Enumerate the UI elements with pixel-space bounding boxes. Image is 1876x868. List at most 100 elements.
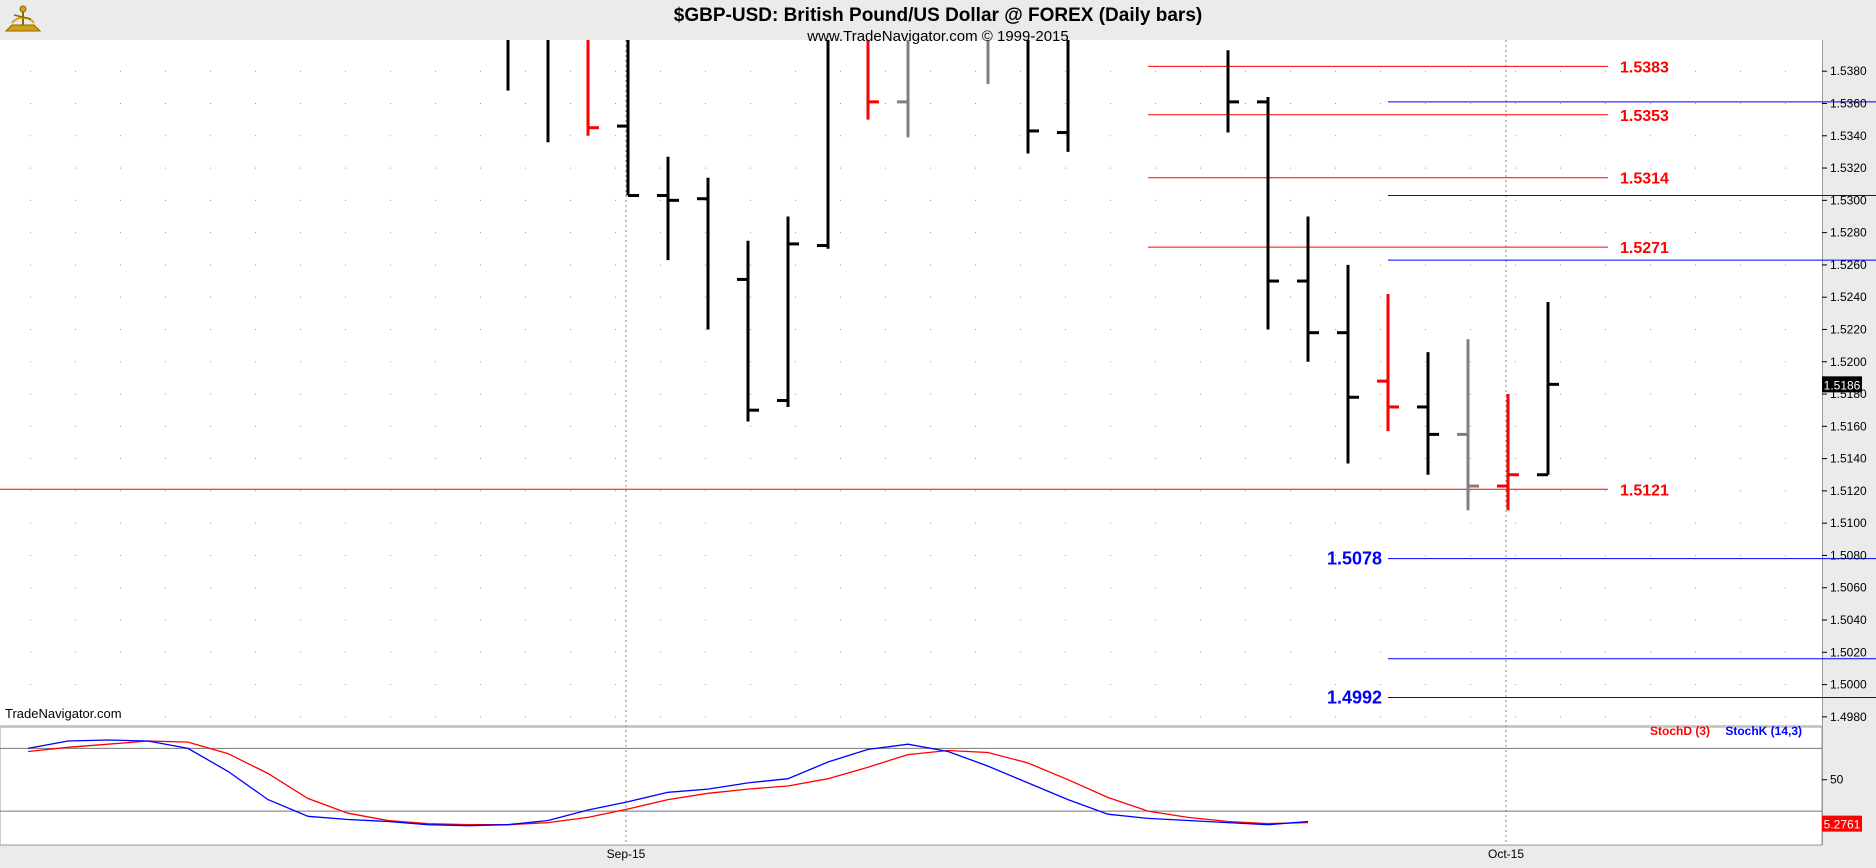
grid-dot — [435, 361, 436, 363]
grid-dot — [615, 135, 616, 137]
grid-dot — [165, 135, 166, 137]
grid-dot — [1740, 522, 1741, 524]
grid-dot — [1470, 393, 1471, 395]
grid-dot — [1380, 458, 1381, 460]
grid-dot — [795, 716, 796, 718]
grid-dot — [1200, 619, 1201, 621]
grid-dot — [1515, 425, 1516, 427]
grid-dot — [1290, 102, 1291, 104]
grid-dot — [480, 70, 481, 72]
grid-dot — [210, 522, 211, 524]
grid-dot — [1335, 199, 1336, 201]
grid-dot — [1200, 651, 1201, 653]
grid-dot — [750, 135, 751, 137]
grid-dot — [1380, 425, 1381, 427]
grid-dot — [1380, 619, 1381, 621]
grid-dot — [1605, 167, 1606, 169]
grid-dot — [660, 199, 661, 201]
grid-dot — [1695, 458, 1696, 460]
grid-dot — [1110, 651, 1111, 653]
grid-dot — [1335, 651, 1336, 653]
grid-dot — [1470, 199, 1471, 201]
grid-dot — [435, 296, 436, 298]
grid-dot — [885, 232, 886, 234]
grid-dot — [435, 264, 436, 266]
grid-dot — [1785, 232, 1786, 234]
grid-dot — [1335, 102, 1336, 104]
grid-dot — [615, 296, 616, 298]
grid-dot — [1380, 684, 1381, 686]
grid-dot — [165, 264, 166, 266]
grid-dot — [480, 458, 481, 460]
grid-dot — [1065, 458, 1066, 460]
grid-dot — [255, 425, 256, 427]
grid-dot — [1155, 393, 1156, 395]
grid-dot — [750, 328, 751, 330]
grid-dot — [1740, 684, 1741, 686]
grid-dot — [1245, 393, 1246, 395]
grid-dot — [1110, 328, 1111, 330]
grid-dot — [1650, 135, 1651, 137]
grid-dot — [75, 393, 76, 395]
grid-dot — [120, 587, 121, 589]
ohlc-bar — [697, 177, 710, 330]
grid-dot — [1650, 296, 1651, 298]
grid-dot — [975, 296, 976, 298]
grid-dot — [165, 490, 166, 492]
grid-dot — [1560, 135, 1561, 137]
grid-dot — [885, 361, 886, 363]
grid-dot — [885, 328, 886, 330]
grid-dot — [885, 458, 886, 460]
grid-dot — [795, 232, 796, 234]
grid-dot — [1200, 264, 1201, 266]
grid-dot — [840, 361, 841, 363]
grid-dot — [795, 619, 796, 621]
grid-dot — [1290, 458, 1291, 460]
grid-dot — [525, 135, 526, 137]
grid-dot — [975, 554, 976, 556]
grid-dot — [1515, 716, 1516, 718]
grid-dot — [660, 167, 661, 169]
grid-dot — [1650, 651, 1651, 653]
grid-dot — [975, 199, 976, 201]
grid-dot — [1200, 716, 1201, 718]
grid-dot — [570, 425, 571, 427]
grid-dot — [615, 361, 616, 363]
grid-dot — [1110, 199, 1111, 201]
chart-title: $GBP-USD: British Pound/US Dollar @ FORE… — [674, 5, 1202, 26]
grid-dot — [1605, 70, 1606, 72]
grid-dot — [1515, 135, 1516, 137]
grid-dot — [30, 199, 31, 201]
grid-dot — [1695, 425, 1696, 427]
grid-dot — [255, 199, 256, 201]
grid-dot — [1335, 522, 1336, 524]
grid-dot — [30, 619, 31, 621]
grid-dot — [1065, 716, 1066, 718]
grid-dot — [840, 328, 841, 330]
grid-dot — [1020, 458, 1021, 460]
grid-dot — [1785, 522, 1786, 524]
grid-dot — [165, 393, 166, 395]
grid-dot — [1380, 199, 1381, 201]
grid-dot — [255, 619, 256, 621]
grid-dot — [705, 522, 706, 524]
grid-dot — [705, 619, 706, 621]
grid-dot — [255, 296, 256, 298]
grid-dot — [840, 554, 841, 556]
grid-dot — [705, 232, 706, 234]
grid-dot — [390, 296, 391, 298]
grid-dot — [1650, 587, 1651, 589]
grid-dot — [255, 554, 256, 556]
grid-dot — [885, 490, 886, 492]
grid-dot — [435, 619, 436, 621]
grid-dot — [1470, 651, 1471, 653]
grid-dot — [525, 296, 526, 298]
grid-dot — [570, 264, 571, 266]
grid-dot — [390, 393, 391, 395]
y-tick-label: 1.5160 — [1830, 419, 1867, 433]
grid-dot — [1380, 135, 1381, 137]
grid-dot — [210, 135, 211, 137]
level-label-1.5353: 1.5353 — [1620, 108, 1669, 125]
grid-dot — [1425, 102, 1426, 104]
grid-dot — [525, 425, 526, 427]
